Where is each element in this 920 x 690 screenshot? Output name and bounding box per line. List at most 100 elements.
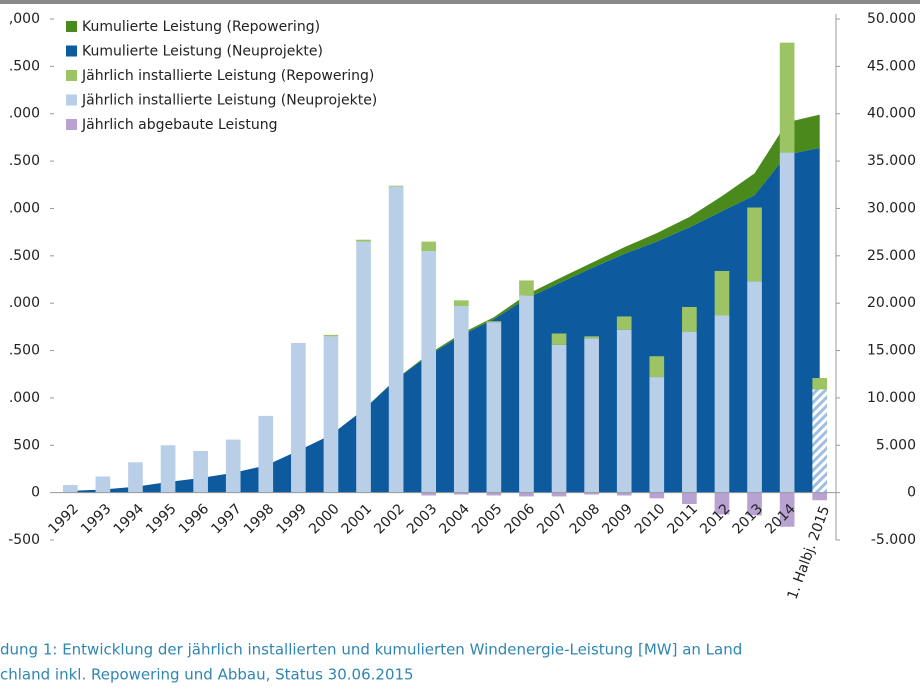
bar [649,377,665,493]
bar [519,280,534,296]
legend-swatch [66,45,77,57]
bar [584,492,599,495]
bar [812,492,828,501]
y2-tick-label: 10.000 [867,390,916,406]
bar [714,315,730,493]
bar [388,185,404,187]
x-tick-label: 2009 [599,501,636,538]
bar [421,251,437,493]
x-tick-label: 2000 [306,501,343,538]
y-tick-label: .500 [9,58,40,74]
bar [812,378,828,390]
bar [747,207,762,282]
y-tick-label: .500 [9,248,40,264]
legend-swatch [66,119,77,130]
x-tick-label: 1995 [143,501,180,538]
bar [323,334,339,337]
bar [714,270,730,316]
legend-label: Kumulierte Leistung (Repowering) [82,19,320,35]
top-rule [0,0,920,4]
bar [551,344,567,493]
bar [519,295,534,493]
y-tick-label: ,000 [9,11,40,27]
y-tick-label: 0 [31,485,40,501]
area [70,147,820,493]
x-tick-label: 1997 [208,501,245,538]
bar [714,492,730,515]
bar [616,492,632,496]
bar [323,336,339,493]
bar [160,445,176,493]
legend-label: Jährlich abgebaute Leistung [81,117,277,133]
y2-tick-label: 15.000 [867,343,916,359]
x-tick-label: 1999 [274,501,311,538]
x-tick-label: 2002 [371,501,408,538]
bar [388,186,404,493]
x-tick-label: 2003 [404,501,441,538]
bar [779,492,795,527]
bar [95,476,111,493]
bar [193,450,208,493]
bar [616,329,632,493]
bar [584,338,599,493]
y2-tick-label: 50.000 [867,11,916,27]
bar [584,336,599,339]
bar [682,492,697,505]
x-tick-label: 1993 [78,501,115,538]
y2-tick-label: 45.000 [867,58,916,74]
bar [747,492,762,516]
bar [649,356,665,378]
x-tick-label: 2010 [632,501,669,538]
y-tick-label: .500 [9,343,40,359]
y-tick-label: 500 [13,437,40,453]
bar [747,281,762,493]
y-tick-label: .000 [9,295,40,311]
bar [225,439,241,493]
y2-tick-label: 0 [907,485,916,501]
bar [128,462,143,493]
y2-tick-label: -5.000 [871,532,916,548]
y-tick-label: .500 [9,153,40,169]
y2-tick-label: 5.000 [876,437,916,453]
bar [486,492,502,496]
bar [453,492,469,495]
x-tick-label: 2006 [502,501,539,538]
bar [616,316,632,330]
bar [453,300,469,307]
bar [486,321,502,323]
bar [486,322,502,493]
x-tick-label: 2001 [339,501,376,538]
bar [779,152,795,493]
bar [779,42,795,153]
bar [519,492,534,497]
bar [356,239,371,242]
y2-tick-label: 25.000 [867,248,916,264]
legend-swatch [66,21,77,32]
legend-label: Jährlich installierte Leistung (Neuproje… [81,93,377,109]
x-tick-label: 2008 [567,501,604,538]
legend-label: Kumulierte Leistung (Neuprojekte) [82,44,323,60]
bar [682,331,697,493]
y-tick-label: .000 [9,200,40,216]
bar [258,415,274,493]
y-tick-label: .000 [9,390,40,406]
caption-line: chland inkl. Repowering und Abbau, Statu… [0,666,414,684]
bar [62,485,78,493]
x-tick-label: 1998 [241,501,278,538]
bar [551,492,567,497]
bar [421,241,437,252]
y2-tick-label: 20.000 [867,295,916,311]
x-tick-label: 1992 [45,501,82,538]
legend-swatch [66,70,77,81]
y-tick-label: -500 [8,532,40,548]
legend-label: Jährlich installierte Leistung (Repoweri… [81,68,374,84]
y-tick-label: .000 [9,106,40,122]
y2-tick-label: 40.000 [867,106,916,122]
bar [356,241,371,493]
x-tick-label: 1996 [176,501,213,538]
bar [453,306,469,493]
caption-line: dung 1: Entwicklung der jährlich install… [0,641,742,659]
y2-tick-label: 30.000 [867,200,916,216]
bar [812,389,828,493]
